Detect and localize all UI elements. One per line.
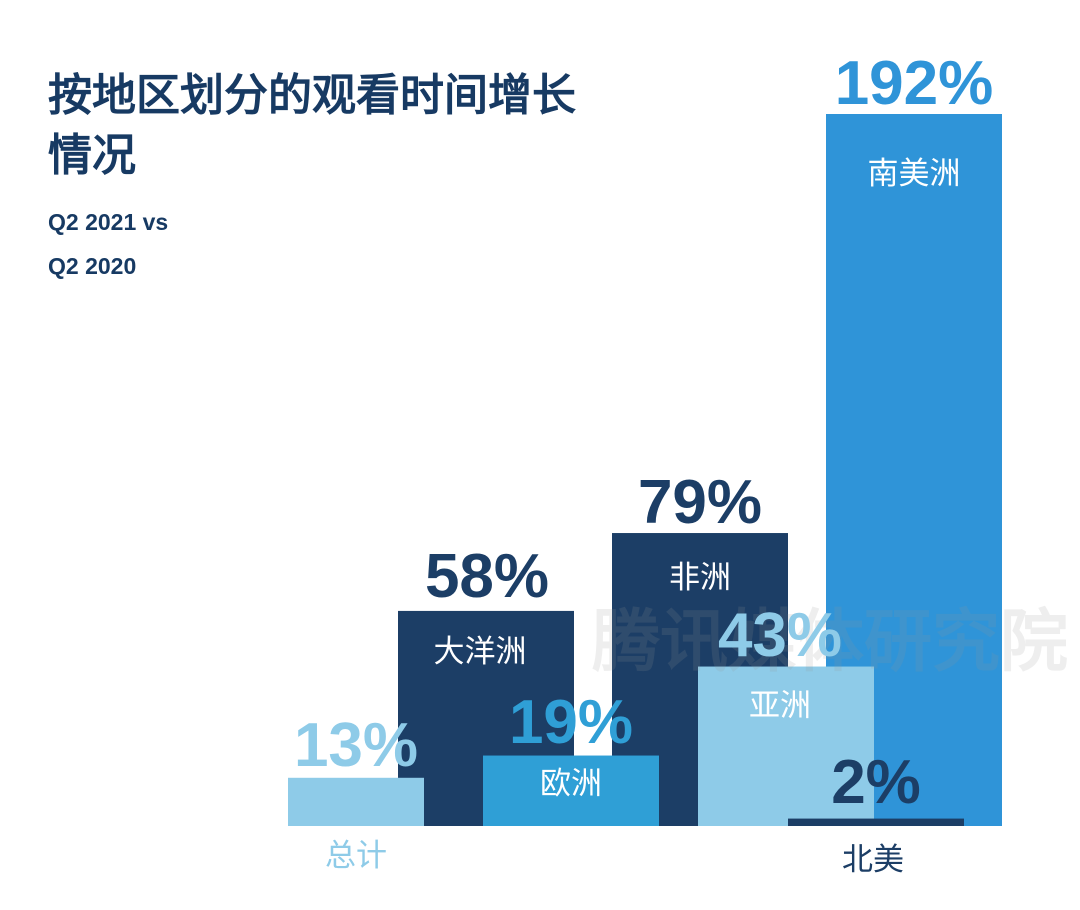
category-label-2: 欧洲	[540, 766, 602, 802]
chart-subtitle: Q2 2021 vs Q2 2020	[48, 200, 348, 288]
chart-title: 按地区划分的观看时间增长情况	[48, 70, 576, 181]
watermark-text: 腾讯媒体研究院	[592, 603, 1068, 682]
value-label-4: 43%	[718, 601, 842, 670]
bar-5	[788, 818, 964, 826]
value-label-1: 58%	[425, 542, 549, 611]
value-label-5: 2%	[831, 748, 921, 817]
value-label-3: 79%	[638, 468, 762, 537]
category-label-5: 北美	[842, 842, 904, 878]
category-label-0: 总计	[325, 838, 387, 874]
category-label-6: 南美洲	[868, 156, 961, 192]
value-label-0: 13%	[294, 711, 418, 780]
category-label-4: 亚洲	[749, 688, 811, 724]
subtitle-line-1: Q2 2021 vs	[48, 209, 169, 235]
value-label-6: 192%	[835, 49, 994, 118]
bar-2	[483, 755, 659, 826]
bar-4	[698, 666, 874, 826]
value-label-2: 19%	[509, 688, 633, 757]
category-label-1: 大洋洲	[434, 634, 527, 670]
category-label-3: 非洲	[669, 560, 731, 596]
bar-0	[288, 777, 424, 826]
subtitle-line-2: Q2 2020	[48, 253, 137, 279]
